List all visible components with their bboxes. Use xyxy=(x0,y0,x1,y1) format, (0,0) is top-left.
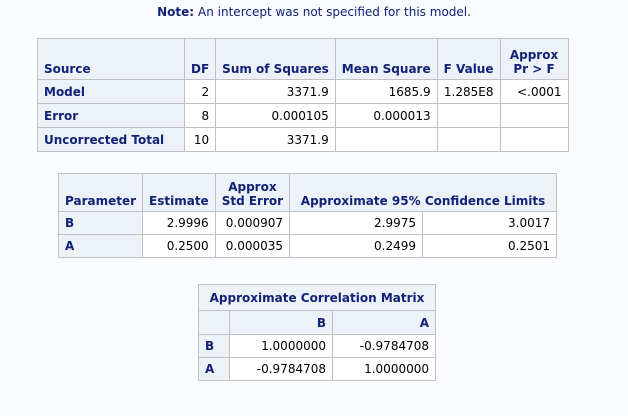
ss-cell: 3371.9 xyxy=(215,79,336,104)
lower-limit-cell: 0.2499 xyxy=(289,234,424,258)
header-approx-pr-f: Approx Pr > F xyxy=(499,38,569,80)
std-error-cell: 0.000907 xyxy=(214,211,291,235)
row-label: Error xyxy=(37,103,185,128)
table-row: A -0.9784708 1.0000000 xyxy=(198,357,436,381)
header-se-line1: Approx xyxy=(228,180,277,194)
header-confidence-limits: Approximate 95% Confidence Limits xyxy=(289,173,558,212)
header-b: B xyxy=(229,310,333,335)
model-note: Note: An intercept was not specified for … xyxy=(0,5,628,19)
std-error-cell: 0.000035 xyxy=(214,234,291,258)
corr-cell: -0.9784708 xyxy=(229,357,333,381)
estimate-cell: 0.2500 xyxy=(142,234,216,258)
correlation-matrix-title: Approximate Correlation Matrix xyxy=(198,284,436,311)
row-label: A xyxy=(57,234,144,258)
ss-cell: 0.000105 xyxy=(215,103,336,128)
estimate-cell: 2.9996 xyxy=(142,211,216,235)
upper-limit-cell: 0.2501 xyxy=(422,234,558,258)
f-cell xyxy=(436,103,501,128)
row-label: Uncorrected Total xyxy=(37,127,185,152)
note-text: An intercept was not specified for this … xyxy=(198,5,471,19)
corr-cell: 1.0000000 xyxy=(332,357,436,381)
lower-limit-cell: 2.9975 xyxy=(289,211,424,235)
f-cell: 1.285E8 xyxy=(436,79,501,104)
corr-cell: 1.0000000 xyxy=(229,334,333,358)
table-row: B 2.9996 0.000907 2.9975 3.0017 xyxy=(57,211,558,235)
ms-cell xyxy=(334,127,438,152)
header-se-line2: Std Error xyxy=(221,194,284,208)
df-cell: 2 xyxy=(183,79,217,104)
df-cell: 10 xyxy=(183,127,217,152)
header-a: A xyxy=(332,310,436,335)
f-cell xyxy=(436,127,501,152)
header-sum-of-squares: Sum of Squares xyxy=(215,38,336,80)
table-row: A 0.2500 0.000035 0.2499 0.2501 xyxy=(57,234,558,258)
row-label: B xyxy=(57,211,144,235)
upper-limit-cell: 3.0017 xyxy=(422,211,558,235)
table-row: B 1.0000000 -0.9784708 xyxy=(198,334,436,358)
table-row: Uncorrected Total 10 3371.9 xyxy=(37,127,569,152)
corner-cell xyxy=(198,310,230,335)
table-row: Error 8 0.000105 0.000013 xyxy=(37,103,569,128)
header-mean-square: Mean Square xyxy=(334,38,438,80)
header-source: Source xyxy=(37,38,185,80)
p-cell xyxy=(499,103,569,128)
ms-cell: 0.000013 xyxy=(334,103,438,128)
header-f-value: F Value xyxy=(436,38,501,80)
corr-cell: -0.9784708 xyxy=(332,334,436,358)
row-label: Model xyxy=(37,79,185,104)
anova-table: Source DF Sum of Squares Mean Square F V… xyxy=(37,38,569,152)
p-cell xyxy=(499,127,569,152)
note-label: Note: xyxy=(157,5,195,19)
row-label: A xyxy=(198,357,230,381)
p-cell: <.0001 xyxy=(499,79,569,104)
ss-cell: 3371.9 xyxy=(215,127,336,152)
header-p-line2: Pr > F xyxy=(513,62,555,76)
header-estimate: Estimate xyxy=(142,173,216,212)
header-parameter: Parameter xyxy=(57,173,144,212)
header-approx-std-error: Approx Std Error xyxy=(214,173,291,212)
table-row: Model 2 3371.9 1685.9 1.285E8 <.0001 xyxy=(37,79,569,104)
row-label: B xyxy=(198,334,230,358)
ms-cell: 1685.9 xyxy=(334,79,438,104)
header-df: DF xyxy=(183,38,217,80)
header-p-line1: Approx xyxy=(509,48,559,62)
parameter-estimates-table: Parameter Estimate Approx Std Error Appro… xyxy=(57,173,558,258)
correlation-matrix-table: Approximate Correlation Matrix B A B 1.0… xyxy=(198,284,436,381)
df-cell: 8 xyxy=(183,103,217,128)
